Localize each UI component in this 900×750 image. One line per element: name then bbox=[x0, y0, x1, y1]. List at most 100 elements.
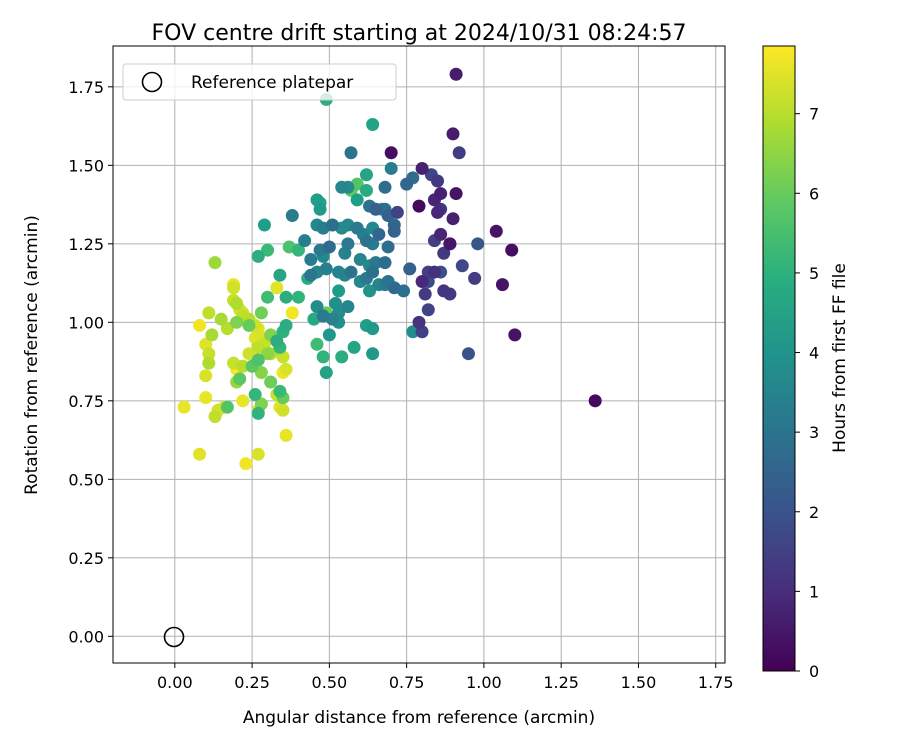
data-point bbox=[193, 447, 207, 461]
data-point bbox=[387, 224, 401, 238]
data-point bbox=[199, 391, 213, 405]
legend-reference-marker bbox=[141, 71, 163, 93]
colorbar-tick-label: 7 bbox=[809, 105, 819, 124]
data-point bbox=[449, 67, 463, 81]
data-point bbox=[372, 227, 386, 241]
data-point bbox=[332, 265, 346, 279]
data-point bbox=[279, 362, 293, 376]
data-point bbox=[202, 356, 216, 370]
data-point bbox=[378, 256, 392, 270]
colorbar-tick-label: 0 bbox=[809, 662, 819, 681]
data-point bbox=[279, 290, 293, 304]
data-point bbox=[285, 306, 299, 320]
x-axis-label: Angular distance from reference (arcmin) bbox=[243, 708, 595, 728]
y-tick-label: 1.00 bbox=[68, 313, 104, 332]
data-point bbox=[248, 388, 262, 402]
colorbar-tick-label: 5 bbox=[809, 264, 819, 283]
data-point bbox=[230, 296, 244, 310]
data-point bbox=[347, 340, 361, 354]
data-point bbox=[261, 243, 275, 257]
data-point bbox=[366, 265, 380, 279]
data-point bbox=[227, 281, 241, 295]
data-point bbox=[205, 328, 219, 342]
data-point bbox=[387, 281, 401, 295]
data-point bbox=[208, 256, 222, 270]
data-point bbox=[431, 205, 445, 219]
data-point bbox=[220, 400, 234, 414]
data-point bbox=[310, 337, 324, 351]
data-point bbox=[378, 180, 392, 194]
data-point bbox=[316, 350, 330, 364]
data-point bbox=[384, 161, 398, 175]
data-point bbox=[233, 372, 247, 386]
data-point bbox=[251, 249, 265, 263]
data-point bbox=[325, 218, 339, 232]
data-point bbox=[335, 180, 349, 194]
data-point bbox=[505, 243, 519, 257]
data-point bbox=[344, 146, 358, 160]
x-tick-label: 1.00 bbox=[466, 673, 502, 692]
data-point bbox=[332, 284, 346, 298]
reference-marker bbox=[163, 626, 185, 648]
colorbar-tick-label: 6 bbox=[809, 184, 819, 203]
data-point bbox=[455, 259, 469, 273]
y-axis-ticks: 0.00 0.25 0.50 0.75 1.00 1.25 1.50 1.75 bbox=[68, 78, 113, 646]
data-point bbox=[319, 262, 333, 276]
data-point bbox=[236, 359, 250, 373]
data-point bbox=[390, 205, 404, 219]
data-point bbox=[322, 240, 336, 254]
data-point bbox=[208, 410, 222, 424]
data-point bbox=[254, 306, 268, 320]
data-point bbox=[427, 265, 441, 279]
data-point bbox=[350, 193, 364, 207]
data-point bbox=[449, 187, 463, 201]
data-point bbox=[304, 253, 318, 267]
data-point bbox=[350, 221, 364, 235]
data-point bbox=[291, 290, 305, 304]
data-point bbox=[588, 394, 602, 408]
data-point bbox=[366, 117, 380, 131]
data-point bbox=[322, 328, 336, 342]
legend: Reference platepar bbox=[122, 63, 397, 101]
data-point bbox=[273, 384, 287, 398]
data-point bbox=[177, 400, 191, 414]
x-tick-label: 0.25 bbox=[234, 673, 270, 692]
data-point bbox=[261, 347, 275, 361]
data-point bbox=[403, 262, 417, 276]
data-point bbox=[193, 318, 207, 332]
x-tick-label: 0.00 bbox=[157, 673, 193, 692]
y-tick-label: 0.75 bbox=[68, 392, 104, 411]
data-point bbox=[251, 353, 265, 367]
data-point bbox=[431, 174, 445, 188]
y-tick-label: 0.25 bbox=[68, 549, 104, 568]
data-point bbox=[279, 318, 293, 332]
data-point bbox=[341, 300, 355, 314]
data-point bbox=[446, 212, 460, 226]
data-point bbox=[199, 369, 213, 383]
y-tick-label: 1.75 bbox=[68, 78, 104, 97]
data-point bbox=[468, 271, 482, 285]
data-point bbox=[366, 347, 380, 361]
data-point bbox=[437, 246, 451, 260]
colorbar: 0 1 2 3 4 5 6 7 Hours from first FF file bbox=[762, 45, 850, 681]
data-point bbox=[310, 300, 324, 314]
x-tick-label: 1.25 bbox=[543, 673, 579, 692]
data-point bbox=[335, 350, 349, 364]
data-point bbox=[400, 177, 414, 191]
data-point bbox=[489, 224, 503, 238]
x-tick-label: 0.75 bbox=[389, 673, 425, 692]
data-point bbox=[279, 428, 293, 442]
data-point bbox=[298, 234, 312, 248]
data-point bbox=[291, 243, 305, 257]
data-point bbox=[495, 278, 509, 292]
x-tick-label: 0.50 bbox=[312, 673, 348, 692]
legend-label: Reference platepar bbox=[191, 73, 353, 93]
data-points bbox=[177, 67, 602, 471]
data-point bbox=[242, 318, 256, 332]
data-point bbox=[381, 240, 395, 254]
data-point bbox=[412, 199, 426, 213]
data-point bbox=[264, 375, 278, 389]
data-point bbox=[359, 234, 373, 248]
data-point bbox=[202, 306, 216, 320]
data-point bbox=[341, 237, 355, 251]
